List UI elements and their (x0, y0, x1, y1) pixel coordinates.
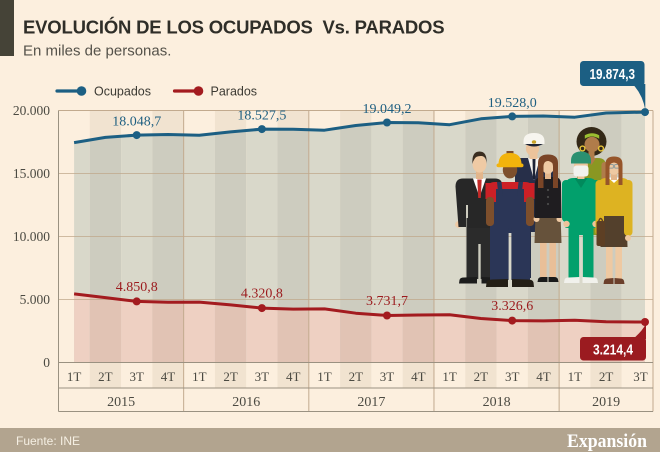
svg-text:2015: 2015 (107, 395, 135, 410)
svg-text:3T: 3T (129, 369, 144, 384)
svg-text:1T: 1T (442, 369, 457, 384)
svg-text:5.000: 5.000 (20, 292, 51, 307)
svg-text:2T: 2T (599, 369, 614, 384)
svg-text:3.731,7: 3.731,7 (366, 294, 408, 309)
svg-text:19.528,0: 19.528,0 (488, 96, 537, 111)
svg-text:EVOLUCIÓN DE LOS OCUPADOS Vs.: EVOLUCIÓN DE LOS OCUPADOS Vs. PARADOS (23, 17, 444, 38)
svg-text:19.874,3: 19.874,3 (590, 66, 636, 83)
svg-text:Expansión: Expansión (567, 432, 648, 452)
svg-text:4.850,8: 4.850,8 (116, 280, 158, 295)
svg-text:Parados: Parados (211, 85, 258, 99)
svg-text:19.049,2: 19.049,2 (363, 102, 412, 117)
svg-text:2T: 2T (474, 369, 489, 384)
svg-text:1T: 1T (568, 369, 583, 384)
svg-text:2018: 2018 (483, 395, 511, 410)
svg-text:Ocupados: Ocupados (94, 85, 151, 99)
svg-text:4T: 4T (286, 369, 301, 384)
svg-text:4T: 4T (536, 369, 551, 384)
svg-text:4T: 4T (161, 369, 176, 384)
svg-text:3T: 3T (633, 369, 648, 384)
svg-text:2017: 2017 (357, 395, 385, 410)
svg-text:18.527,5: 18.527,5 (237, 109, 286, 124)
svg-text:2T: 2T (223, 369, 238, 384)
svg-text:1T: 1T (192, 369, 207, 384)
svg-text:2016: 2016 (232, 395, 260, 410)
svg-text:3T: 3T (380, 369, 395, 384)
svg-text:20.000: 20.000 (13, 103, 50, 118)
svg-text:18.048,7: 18.048,7 (112, 115, 161, 130)
svg-text:3T: 3T (505, 369, 520, 384)
svg-text:10.000: 10.000 (13, 229, 50, 244)
svg-text:3.214,4: 3.214,4 (593, 342, 634, 359)
svg-text:4.320,8: 4.320,8 (241, 287, 283, 302)
svg-text:2T: 2T (98, 369, 113, 384)
svg-text:1T: 1T (317, 369, 332, 384)
svg-text:2T: 2T (349, 369, 364, 384)
svg-text:2019: 2019 (592, 395, 620, 410)
svg-text:0: 0 (43, 355, 50, 370)
svg-text:4T: 4T (411, 369, 426, 384)
svg-text:Fuente: INE: Fuente: INE (16, 434, 80, 448)
svg-text:3T: 3T (255, 369, 270, 384)
svg-text:En miles de personas.: En miles de personas. (23, 43, 171, 60)
svg-text:1T: 1T (67, 369, 82, 384)
svg-text:3.326,6: 3.326,6 (491, 299, 533, 314)
svg-text:15.000: 15.000 (13, 166, 50, 181)
